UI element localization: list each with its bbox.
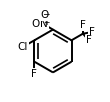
Text: N: N xyxy=(40,19,48,29)
Text: −: − xyxy=(42,9,50,18)
Text: +: + xyxy=(43,18,49,27)
Text: O: O xyxy=(40,10,48,20)
Text: F: F xyxy=(31,69,37,79)
Text: O: O xyxy=(32,19,40,29)
Text: F: F xyxy=(89,27,94,37)
Text: F: F xyxy=(86,35,92,45)
Text: Cl: Cl xyxy=(17,42,28,52)
Text: F: F xyxy=(80,20,86,30)
